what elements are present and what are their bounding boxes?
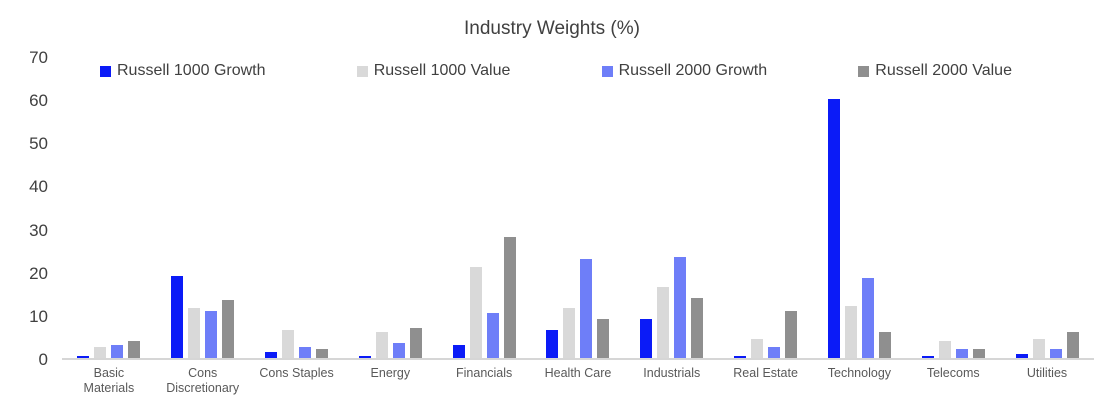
bar <box>861 278 874 358</box>
x-axis: Basic Materials Cons Discretionary Cons St… <box>62 366 1094 396</box>
y-tick-label: 10 <box>29 306 48 326</box>
bar-group-7 <box>625 58 719 358</box>
bar-group-9 <box>813 58 907 358</box>
bar <box>282 330 295 358</box>
legend-label: Russell 2000 Value <box>875 62 1012 79</box>
bar-group-11 <box>1000 58 1094 358</box>
y-tick-label: 60 <box>29 91 48 111</box>
chart-title: Industry Weights (%) <box>464 18 640 39</box>
y-tick-label: 30 <box>29 220 48 240</box>
bar <box>94 347 107 358</box>
bar <box>222 299 235 358</box>
plot-area <box>62 58 1094 360</box>
legend-label: Russell 2000 Growth <box>618 62 768 79</box>
bar-group-8 <box>719 58 813 358</box>
legend-item-4: Russell 2000 Value <box>858 62 1012 80</box>
bar <box>409 327 422 358</box>
bar <box>265 351 278 358</box>
y-tick-label: 50 <box>29 134 48 154</box>
legend-label: Russell 1000 Value <box>373 62 511 79</box>
bar-group-4 <box>343 58 437 358</box>
x-category-label: Telecoms <box>926 366 980 380</box>
bar <box>392 342 405 358</box>
bar <box>503 237 516 358</box>
chart-legend: Russell 1000 Growth Russell 1000 Value Rus… <box>100 62 1012 80</box>
y-tick-label: 0 <box>38 350 48 369</box>
x-category-label: Energy <box>370 366 411 380</box>
x-category-label: Basic Materials <box>83 366 135 395</box>
bar <box>785 310 798 358</box>
bar <box>1032 338 1045 358</box>
bar <box>580 258 593 358</box>
bar <box>486 312 499 358</box>
bar <box>657 286 670 358</box>
x-category-label: Cons Discretionary <box>166 366 240 395</box>
bar <box>205 310 218 358</box>
bar-group-2 <box>156 58 250 358</box>
legend-item-2: Russell 1000 Value <box>356 62 511 80</box>
bar <box>563 308 576 358</box>
x-category-label: Cons Staples <box>259 366 334 380</box>
bar <box>299 347 312 358</box>
bar <box>171 276 184 358</box>
x-category-label: Utilities <box>1026 366 1068 380</box>
bar <box>469 267 482 358</box>
bar <box>452 345 465 358</box>
bar-group-1 <box>62 58 156 358</box>
bar <box>844 306 857 358</box>
y-tick-label: 70 <box>29 48 48 67</box>
bar <box>921 355 934 358</box>
bar <box>955 349 968 358</box>
legend-item-3: Russell 2000 Growth <box>601 62 768 80</box>
legend-marker-icon <box>858 65 870 77</box>
bar <box>111 345 124 358</box>
bar-group-6 <box>531 58 625 358</box>
x-category-label: Industrials <box>643 366 701 380</box>
bar <box>640 319 653 358</box>
bar <box>316 349 329 358</box>
y-tick-label: 20 <box>29 263 48 283</box>
bar <box>77 355 90 358</box>
bar-group-3 <box>250 58 344 358</box>
bar <box>972 349 985 358</box>
bar <box>128 340 141 358</box>
bar <box>827 99 840 358</box>
bar-group-10 <box>906 58 1000 358</box>
bar <box>597 319 610 358</box>
x-category-label: Health Care <box>544 366 612 380</box>
bar <box>546 330 559 358</box>
bar <box>1015 353 1028 358</box>
bar-group-5 <box>437 58 531 358</box>
bar <box>358 355 371 358</box>
bar <box>878 332 891 358</box>
y-tick-label: 40 <box>29 177 48 197</box>
bar <box>188 308 201 358</box>
legend-marker-icon <box>356 65 368 77</box>
bar <box>938 340 951 358</box>
legend-marker-icon <box>100 65 111 77</box>
bar <box>751 338 764 358</box>
bar <box>734 355 747 358</box>
bar <box>691 297 704 358</box>
bar <box>375 332 388 358</box>
bar <box>674 256 687 358</box>
x-category-label: Technology <box>827 366 892 380</box>
legend-marker-icon <box>601 65 613 77</box>
x-category-label: Real Estate <box>733 366 798 380</box>
legend-item-1: Russell 1000 Growth <box>100 62 266 80</box>
bar <box>1049 349 1062 358</box>
bar <box>768 347 781 358</box>
x-category-label: Financials <box>456 366 513 380</box>
bar <box>1066 332 1079 358</box>
legend-label: Russell 1000 Growth <box>117 62 266 79</box>
